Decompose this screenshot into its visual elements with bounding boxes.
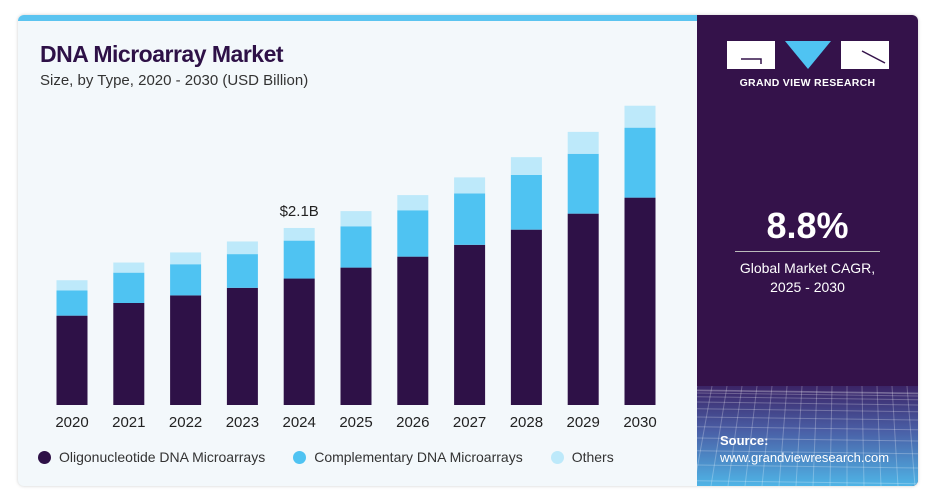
legend-item-oligo: Oligonucleotide DNA Microarrays	[38, 449, 265, 465]
bar-2023-others	[226, 241, 258, 255]
legend-swatch	[293, 450, 307, 464]
bar-2021-complementary-dna-microarrays	[113, 272, 145, 303]
grid-background	[697, 386, 918, 486]
bar-2030-oligonucleotide-dna-microarrays	[624, 197, 656, 405]
bar-2025-others	[340, 211, 372, 227]
bar-2025-oligonucleotide-dna-microarrays	[340, 267, 372, 405]
bar-2027-oligonucleotide-dna-microarrays	[454, 244, 486, 405]
bar-chart: 2020 2021 2022 2023 2024 $2.1B 2025 2026 2027 202…	[55, 105, 657, 431]
accent-bar	[18, 15, 697, 21]
data-label: $2.1B	[280, 203, 319, 220]
source-url: www.grandviewresearch.com	[720, 450, 890, 465]
cagr-label-line1: Global Market CAGR,	[739, 260, 876, 276]
bar-2030-others	[624, 105, 656, 128]
x-tick-label: 2026	[396, 414, 429, 431]
grand-view-research-logo	[727, 41, 889, 69]
bar-2029-oligonucleotide-dna-microarrays	[567, 213, 599, 405]
legend-item-cdna: Complementary DNA Microarrays	[293, 449, 523, 465]
bar-2028-oligonucleotide-dna-microarrays	[510, 229, 542, 405]
bar-2030-complementary-dna-microarrays	[624, 127, 656, 198]
bar-2020-others	[56, 280, 88, 291]
source-label: Source:	[720, 433, 769, 448]
bar-2023-complementary-dna-microarrays	[226, 254, 258, 288]
bar-2022-complementary-dna-microarrays	[170, 264, 202, 296]
source: Source: www.grandviewresearch.com	[720, 432, 889, 466]
bar-2023-oligonucleotide-dna-microarrays	[226, 287, 258, 405]
bar-2021-oligonucleotide-dna-microarrays	[113, 302, 145, 405]
brand-panel: GRAND VIEW RESEARCH 8.8% Global Market C…	[697, 15, 918, 486]
bar-2026-others	[397, 195, 429, 211]
bar-2028-others	[510, 157, 542, 175]
legend: Oligonucleotide DNA Microarrays Compleme…	[38, 449, 642, 465]
x-tick-label: 2022	[169, 414, 202, 431]
bar-2020-oligonucleotide-dna-microarrays	[56, 315, 88, 405]
bar-2021-others	[113, 262, 145, 273]
cagr-value: 8.8%	[766, 205, 849, 246]
bar-2022-others	[170, 252, 202, 265]
x-tick-label: 2025	[339, 414, 372, 431]
x-tick-label: 2030	[623, 414, 656, 431]
bar-2026-oligonucleotide-dna-microarrays	[397, 256, 429, 405]
x-tick-label: 2029	[567, 414, 600, 431]
bar-2024-oligonucleotide-dna-microarrays	[283, 278, 315, 405]
x-tick-label: 2027	[453, 414, 486, 431]
bar-2027-complementary-dna-microarrays	[454, 193, 486, 245]
legend-swatch	[550, 450, 564, 464]
bar-2029-complementary-dna-microarrays	[567, 153, 599, 214]
bar-2026-complementary-dna-microarrays	[397, 210, 429, 257]
x-tick-label: 2021	[112, 414, 145, 431]
brand-name: GRAND VIEW RESEARCH	[739, 77, 876, 89]
legend-swatch	[38, 450, 51, 464]
divider	[735, 251, 880, 252]
bar-2027-others	[454, 177, 486, 194]
x-tick-label: 2028	[510, 414, 543, 431]
x-tick-label: 2023	[226, 414, 259, 431]
bar-2028-complementary-dna-microarrays	[510, 174, 542, 230]
chart-subtitle: Size, by Type, 2020 - 2030 (USD Billion)	[40, 72, 309, 89]
bar-2024-complementary-dna-microarrays	[283, 240, 315, 279]
chart-title: DNA Microarray Market	[40, 41, 284, 67]
cagr-label-line2: 2025 - 2030	[770, 279, 845, 295]
bar-2025-complementary-dna-microarrays	[340, 226, 372, 268]
legend-label: Oligonucleotide DNA Microarrays	[59, 449, 266, 465]
legend-label: Complementary DNA Microarrays	[314, 449, 523, 465]
cagr-label: Global Market CAGR, 2025 - 2030	[697, 259, 918, 297]
legend-item-others: Others	[550, 449, 614, 465]
x-tick-label: 2024	[283, 414, 316, 431]
x-tick-label: 2020	[55, 414, 88, 431]
legend-label: Others	[571, 449, 614, 465]
bar-2022-oligonucleotide-dna-microarrays	[170, 295, 202, 405]
chart-card: DNA Microarray Market Size, by Type, 202…	[18, 15, 918, 486]
bar-2029-others	[567, 131, 599, 154]
bar-2024-others	[283, 227, 315, 241]
bar-2020-complementary-dna-microarrays	[56, 290, 88, 316]
